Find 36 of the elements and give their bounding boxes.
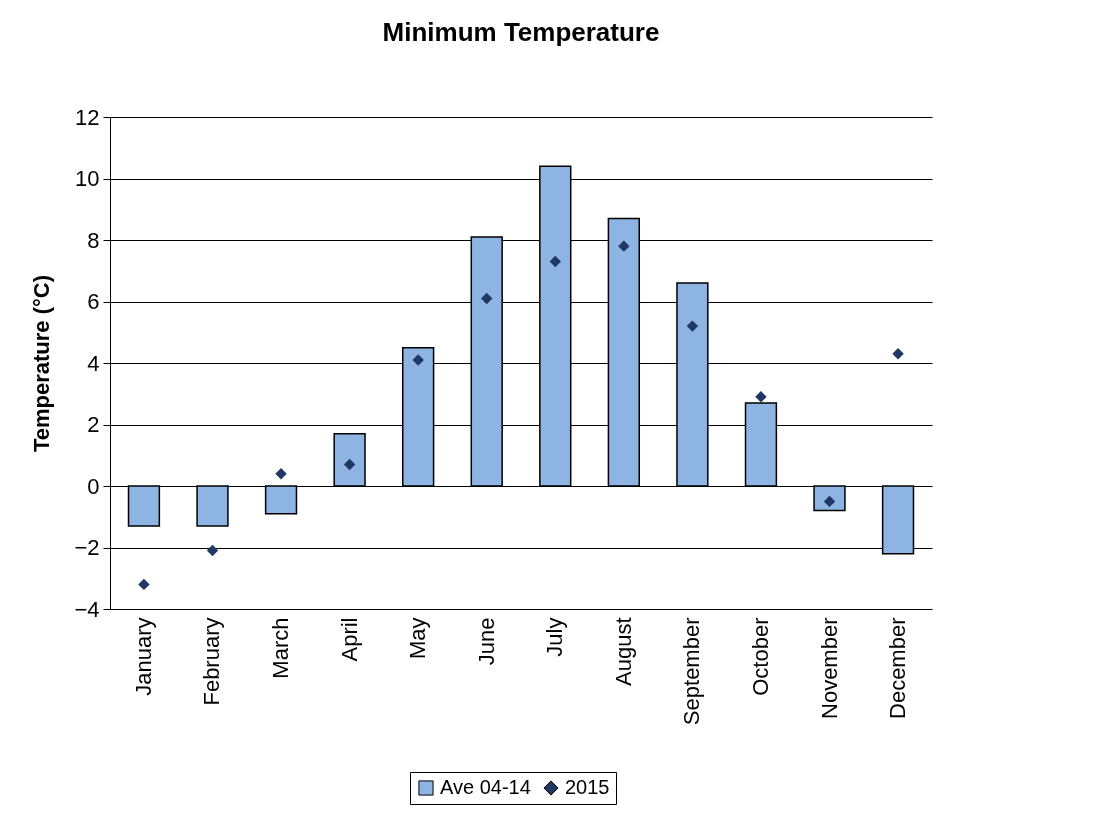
point (412, 354, 424, 366)
x-tick-label: September (679, 617, 705, 726)
x-tick-label: June (473, 617, 499, 666)
x-tick-label: November (816, 617, 842, 719)
x-tick-label: August (610, 617, 636, 686)
y-tick-label: −2 (74, 535, 100, 560)
y-tick-label: 8 (87, 227, 100, 253)
y-tick-label: 4 (87, 350, 100, 376)
y-tick-label: 10 (75, 166, 100, 191)
point (206, 544, 219, 557)
y-tick-label: 6 (87, 289, 100, 314)
point (138, 578, 150, 591)
point (686, 320, 699, 332)
point (481, 292, 493, 305)
x-tick-label: March (268, 617, 294, 679)
point (618, 240, 630, 252)
x-tick-label: April (336, 617, 362, 662)
point (275, 468, 287, 480)
point (549, 255, 561, 268)
x-tick-label: October (747, 617, 773, 696)
y-axis-title: Temperature (°C) (29, 274, 55, 453)
chart-title: Minimum Temperature (382, 17, 660, 47)
y-tick-label: 2 (87, 412, 100, 437)
y-tick-label: 0 (87, 473, 100, 499)
x-tick-label: July (542, 617, 568, 657)
point (755, 391, 767, 403)
point (892, 348, 904, 360)
x-tick-label: December (885, 617, 911, 719)
x-tick-label: February (199, 617, 225, 706)
point (343, 458, 356, 471)
legend-label: 2015 (565, 776, 610, 798)
x-tick-label: May (405, 617, 431, 660)
legend-label: Ave 04-14 (440, 776, 531, 798)
y-tick-label: −4 (74, 596, 100, 622)
x-tick-label: January (130, 617, 156, 696)
y-tick-label: 12 (75, 104, 100, 130)
